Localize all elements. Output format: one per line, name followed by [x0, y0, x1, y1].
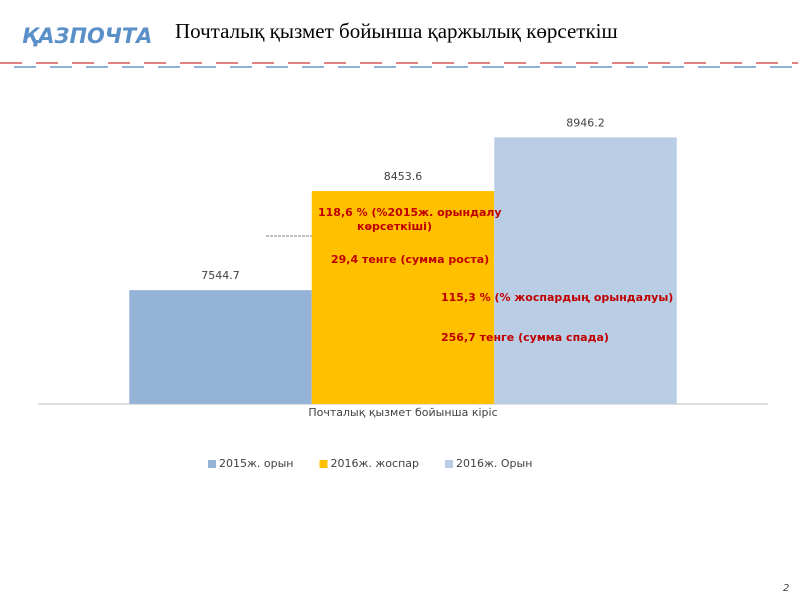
chart-title: Почталық қызмет бойынша қаржылық көрсетк… — [175, 19, 618, 43]
annotation: 256,7 тенге (сумма спада) — [441, 331, 609, 344]
legend-label: 2015ж. орын — [219, 457, 294, 470]
legend-label: 2016ж. Орын — [456, 457, 532, 470]
logo: ҚАЗПОЧТА — [22, 24, 152, 48]
bar — [494, 137, 677, 404]
annotation: 115,3 % (% жоспардың орындалуы) — [441, 291, 673, 304]
data-label: 8946.2 — [566, 116, 605, 129]
legend-swatch — [319, 460, 328, 468]
bar — [129, 290, 312, 404]
legend-label: 2016ж. жоспар — [331, 457, 420, 470]
data-label: 7544.7 — [201, 269, 240, 282]
legend-swatch — [208, 460, 216, 468]
legend-swatch — [445, 460, 453, 468]
x-tick-label: Почталық қызмет бойынша кіріс — [308, 406, 497, 419]
bar — [311, 191, 495, 404]
page-number: 2 — [783, 583, 789, 594]
data-label: 8453.6 — [384, 170, 423, 183]
annotation: 29,4 тенге (сумма роста) — [331, 253, 489, 266]
annotation: 118,6 % (%2015ж. орындалу көрсеткіші) — [318, 206, 502, 233]
